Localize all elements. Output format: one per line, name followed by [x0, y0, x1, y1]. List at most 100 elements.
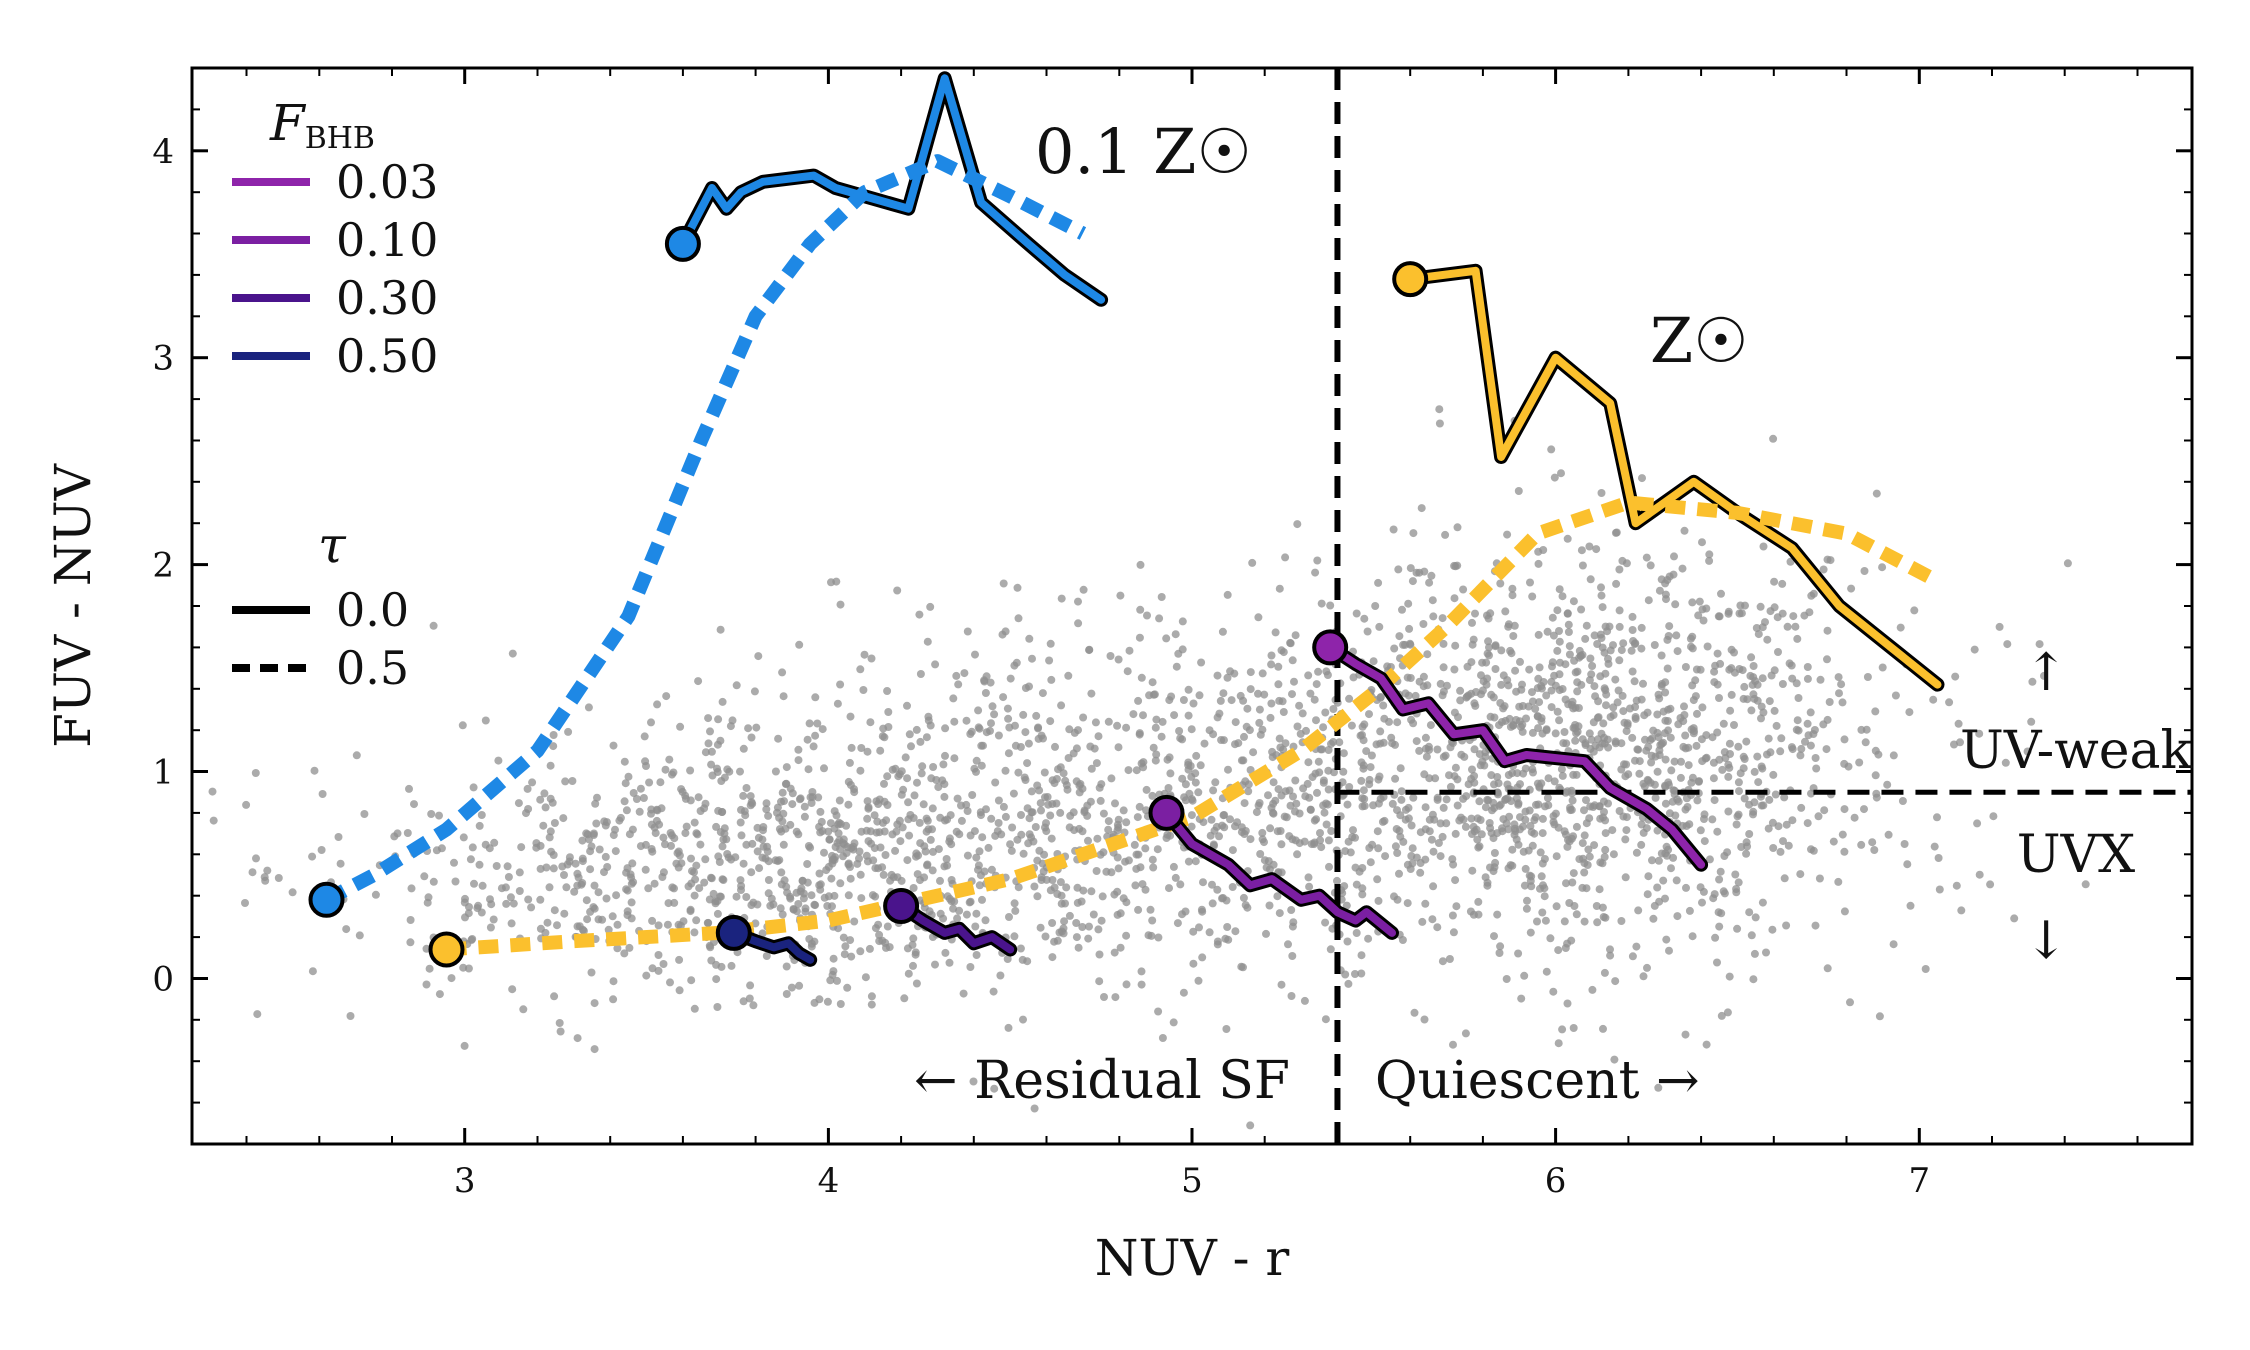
scatter-point — [1472, 688, 1480, 696]
scatter-point — [1538, 829, 1547, 838]
scatter-point — [1329, 738, 1338, 746]
scatter-point — [974, 861, 983, 870]
scatter-point — [1555, 783, 1564, 792]
scatter-point — [1315, 768, 1324, 777]
scatter-point — [832, 577, 841, 586]
scatter-point — [1379, 701, 1388, 710]
scatter-point — [859, 686, 868, 694]
scatter-point — [360, 810, 369, 818]
scatter-point — [1823, 715, 1832, 724]
scatter-point — [1468, 866, 1477, 875]
scatter-point — [1653, 826, 1662, 835]
scatter-point — [1592, 545, 1601, 554]
scatter-point — [1389, 525, 1398, 534]
scatter-point — [1889, 940, 1898, 949]
scatter-point — [1459, 585, 1468, 594]
scatter-point — [1041, 932, 1050, 941]
scatter-point — [1275, 909, 1284, 918]
scatter-point — [1534, 559, 1543, 568]
scatter-point — [1381, 852, 1390, 861]
scatter-point — [1295, 701, 1304, 710]
scatter-point — [1840, 759, 1849, 768]
scatter-point — [1665, 946, 1673, 955]
scatter-point — [875, 937, 884, 946]
scatter-point — [792, 907, 801, 916]
scatter-point — [957, 801, 965, 810]
scatter-point — [1149, 863, 1158, 872]
scatter-point — [1092, 867, 1101, 875]
scatter-point — [686, 766, 695, 775]
scatter-point — [952, 671, 961, 680]
scatter-point — [1495, 801, 1504, 810]
scatter-point — [1114, 864, 1123, 873]
scatter-point — [1771, 790, 1780, 799]
scatter-point — [1206, 831, 1215, 840]
scatter-point — [1323, 800, 1332, 809]
scatter-point — [1975, 729, 1984, 738]
scatter-point — [1661, 716, 1670, 725]
scatter-point — [1481, 873, 1490, 882]
scatter-point — [1883, 780, 1892, 789]
scatter-point — [779, 809, 788, 818]
scatter-point — [1226, 667, 1235, 676]
scatter-point — [1878, 663, 1887, 672]
scatter-point — [916, 839, 925, 848]
scatter-point — [1266, 824, 1275, 833]
scatter-point — [1804, 731, 1813, 740]
scatter-point — [1451, 763, 1460, 772]
scatter-point — [1187, 811, 1196, 820]
scatter-point — [847, 743, 856, 752]
scatter-point — [1208, 880, 1216, 889]
scatter-point — [1662, 595, 1670, 604]
scatter-point — [1429, 882, 1438, 891]
scatter-point — [1705, 556, 1714, 565]
scatter-point — [613, 920, 622, 929]
scatter-point — [1550, 777, 1559, 786]
scatter-point — [718, 697, 727, 706]
scatter-point — [1496, 579, 1505, 588]
scatter-point — [1746, 671, 1755, 680]
scatter-point — [1792, 679, 1801, 688]
x-tick-label: 6 — [1545, 1161, 1567, 1201]
scatter-point — [949, 694, 958, 703]
scatter-point — [767, 894, 776, 903]
scatter-point — [893, 586, 902, 595]
scatter-point — [1810, 726, 1819, 734]
scatter-point — [1656, 741, 1665, 749]
scatter-point — [1754, 778, 1763, 787]
scatter-point — [943, 892, 952, 901]
scatter-point — [1490, 713, 1499, 722]
scatter-point — [1262, 863, 1271, 872]
scatter-point — [737, 831, 746, 840]
scatter-point — [1104, 825, 1113, 834]
annotation-quiescent: Quiescent → — [1375, 1051, 1700, 1111]
scatter-point — [550, 906, 559, 915]
annotation-solar-metallicity: Z☉ — [1650, 304, 1749, 377]
scatter-point — [1634, 745, 1643, 754]
scatter-point — [1989, 812, 1998, 821]
scatter-point — [1557, 469, 1565, 478]
scatter-point — [627, 914, 636, 923]
scatter-point — [863, 797, 872, 806]
scatter-point — [1714, 908, 1723, 917]
scatter-point — [1749, 810, 1757, 819]
scatter-point — [1169, 862, 1178, 871]
scatter-point — [774, 734, 783, 743]
scatter-point — [1673, 912, 1682, 921]
scatter-point — [578, 879, 587, 887]
scatter-point — [1231, 822, 1239, 831]
scatter-point — [609, 831, 618, 840]
scatter-point — [1555, 585, 1564, 594]
scatter-point — [1935, 885, 1944, 894]
scatter-point — [778, 817, 787, 826]
scatter-point — [1262, 929, 1270, 938]
scatter-point — [1004, 1023, 1013, 1032]
scatter-point — [863, 814, 872, 823]
scatter-point — [1267, 699, 1276, 708]
series-line-2 — [1406, 266, 1942, 689]
legend-tau-label-1: 0.5 — [336, 641, 409, 695]
legend-fbhb-label-1: 0.10 — [336, 213, 438, 267]
scatter-point — [288, 888, 297, 897]
scatter-point — [1468, 618, 1476, 627]
scatter-point — [1740, 682, 1749, 691]
